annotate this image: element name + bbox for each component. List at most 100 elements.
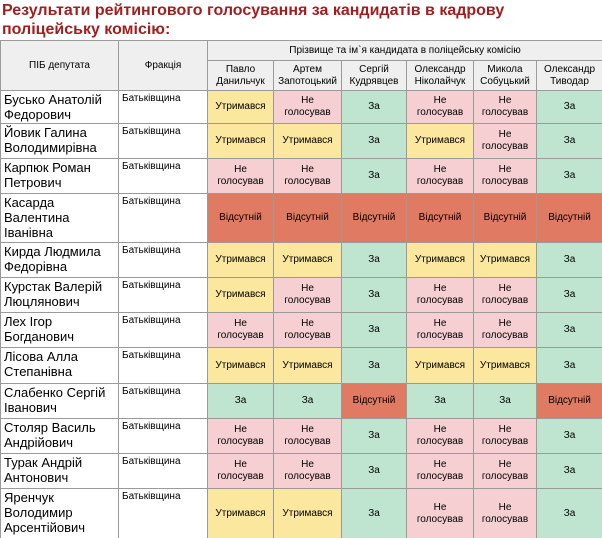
vote-cell: Утримався [273,488,342,538]
table-row: Бусько Анатолій Федорович Батьківщина Утри… [0,90,602,124]
vote-cell: Відсутній [273,193,342,243]
vote-cell: За [273,383,342,419]
vote-cell: Відсутній [535,383,602,419]
table-row: Кирда Людмила Федорівна Батьківщина Утрима… [0,242,602,278]
faction: Батьківщина [118,158,208,194]
vote-cell: За [341,418,407,454]
candidate-header: Павло Данильчук [207,60,274,91]
deputy-name: Лісова Алла Степанівна [0,347,119,384]
faction: Батьківщина [118,242,208,278]
vote-cell: За [341,312,407,348]
vote-cell: Відсутній [535,193,602,243]
vote-cell: Не голосував [406,90,474,124]
faction: Батьківщина [118,347,208,384]
deputy-name: Бусько Анатолій Федорович [0,90,119,124]
vote-cell: Відсутній [341,383,407,419]
vote-cell: Не голосував [473,158,537,194]
vote-cell: Не голосував [406,312,474,348]
faction: Батьківщина [118,383,208,419]
vote-cell: Утримався [207,90,274,124]
vote-cell: Утримався [207,347,274,384]
deputy-name: Столяр Василь Андрійович [0,418,119,454]
vote-cell: Не голосував [406,453,474,489]
candidate-header: Олександр Ніколайчук [406,60,474,91]
vote-cell: За [535,242,602,278]
table-row: Турак Андрій Антонович Батьківщина Не голо… [0,453,602,489]
deputy-name: Кирда Людмила Федорівна [0,242,119,278]
vote-cell: За [535,312,602,348]
vote-cell: За [535,277,602,313]
vote-cell: За [535,347,602,384]
vote-cell: Утримався [207,242,274,278]
faction: Батьківщина [118,488,208,538]
vote-cell: Не голосував [473,123,537,159]
vote-cell: Не голосував [273,453,342,489]
vote-cell: Не голосував [473,312,537,348]
vote-cell: Відсутній [207,193,274,243]
vote-cell: Не голосував [473,277,537,313]
deputy-name: Слабенко Сергій Іванович [0,383,119,419]
vote-cell: За [341,90,407,124]
vote-cell: За [341,277,407,313]
vote-table: ПІБ депутата Фракція Прізвище та ім`я ка… [0,40,602,538]
table-row: Лісова Алла Степанівна Батьківщина Утримав… [0,347,602,384]
deputy-name: Лех Ігор Богданович [0,312,119,348]
vote-cell: За [406,383,474,419]
vote-cell: За [535,90,602,124]
candidate-header: Артем Запотоцький [273,60,342,91]
vote-cell: За [341,453,407,489]
vote-cell: Не голосував [473,453,537,489]
vote-cell: За [473,383,537,419]
vote-cell: Утримався [207,488,274,538]
deputy-name: Йовик Галина Володимирівна [0,123,119,159]
vote-cell: Відсутній [473,193,537,243]
faction: Батьківщина [118,453,208,489]
vote-cell: Не голосував [406,488,474,538]
vote-cell: Не голосував [406,158,474,194]
vote-cell: Не голосував [273,312,342,348]
vote-cell: Не голосував [406,418,474,454]
candidate-header: Микола Собуцький [473,60,537,91]
header-faction: Фракція [118,40,208,91]
vote-cell: Не голосував [207,418,274,454]
vote-cell: Відсутній [341,193,407,243]
vote-cell: Не голосував [273,90,342,124]
vote-cell: Не голосував [207,312,274,348]
vote-cell: Утримався [406,123,474,159]
header-candidates: Прізвище та ім`я кандидата в поліцейську… [206,40,602,61]
vote-cell: За [535,418,602,454]
vote-cell: За [535,488,602,538]
vote-cell: Відсутній [406,193,474,243]
vote-cell: Утримався [207,123,274,159]
vote-cell: За [341,158,407,194]
deputy-name: Курстак Валерій Люцлянович [0,277,119,313]
vote-cell: Не голосував [273,418,342,454]
table-row: Столяр Василь Андрійович Батьківщина Не го… [0,418,602,454]
vote-cell: Не голосував [473,488,537,538]
vote-cell: За [207,383,274,419]
vote-cell: За [341,347,407,384]
faction: Батьківщина [118,277,208,313]
vote-cell: Не голосував [473,90,537,124]
vote-cell: За [341,242,407,278]
table-row: Касарда Валентина Іванівна Батьківщина Від… [0,193,602,243]
table-row: Яренчук Володимир Арсентійович Батьківщин… [0,488,602,538]
vote-cell: Не голосував [273,277,342,313]
faction: Батьківщина [118,90,208,124]
faction: Батьківщина [118,123,208,159]
vote-cell: Утримався [273,242,342,278]
faction: Батьківщина [118,418,208,454]
vote-cell: Утримався [273,123,342,159]
deputy-name: Яренчук Володимир Арсентійович [0,488,119,538]
vote-cell: За [341,488,407,538]
vote-cell: Не голосував [406,277,474,313]
vote-cell: Утримався [273,347,342,384]
header-name: ПІБ депутата [0,40,119,91]
vote-cell: Утримався [473,347,537,384]
table-row: Слабенко Сергій Іванович Батьківщина За За В… [0,383,602,419]
table-row: Лех Ігор Богданович Батьківщина Не голосув… [0,312,602,348]
vote-cell: За [535,453,602,489]
table-row: Карпюк Роман Петрович Батьківщина Не голос… [0,158,602,194]
vote-cell: За [535,123,602,159]
